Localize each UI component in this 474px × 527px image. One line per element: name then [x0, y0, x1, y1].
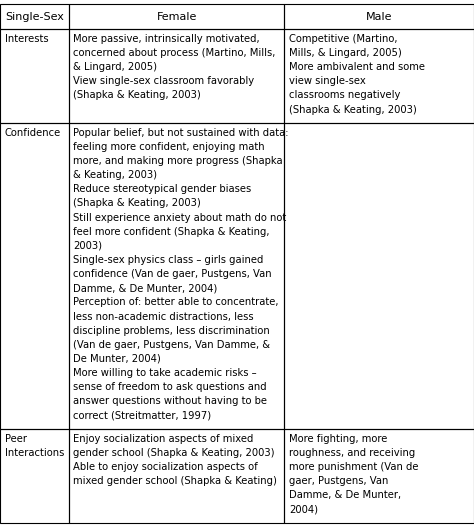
- Text: Reduce stereotypical gender biases: Reduce stereotypical gender biases: [73, 184, 252, 194]
- Text: Popular belief, but not sustained with data:: Popular belief, but not sustained with d…: [73, 128, 289, 138]
- Text: Damme, & De Munter,: Damme, & De Munter,: [289, 490, 401, 500]
- Text: (Van de gaer, Pustgens, Van Damme, &: (Van de gaer, Pustgens, Van Damme, &: [73, 340, 270, 350]
- Text: feel more confident (Shapka & Keating,: feel more confident (Shapka & Keating,: [73, 227, 270, 237]
- Text: Enjoy socialization aspects of mixed: Enjoy socialization aspects of mixed: [73, 434, 254, 444]
- Text: More ambivalent and some: More ambivalent and some: [289, 62, 425, 72]
- Text: feeling more confident, enjoying math: feeling more confident, enjoying math: [73, 142, 265, 152]
- Text: Male: Male: [366, 12, 392, 22]
- Text: More willing to take academic risks –: More willing to take academic risks –: [73, 368, 257, 378]
- Text: 2003): 2003): [73, 241, 102, 251]
- Text: More fighting, more: More fighting, more: [289, 434, 387, 444]
- Text: Able to enjoy socialization aspects of: Able to enjoy socialization aspects of: [73, 462, 258, 472]
- Bar: [0, 123, 69, 429]
- Text: confidence (Van de gaer, Pustgens, Van: confidence (Van de gaer, Pustgens, Van: [73, 269, 272, 279]
- Bar: [0, 4, 69, 30]
- Bar: [0, 429, 69, 523]
- Text: answer questions without having to be: answer questions without having to be: [73, 396, 267, 406]
- Text: (Shapka & Keating, 2003): (Shapka & Keating, 2003): [289, 104, 417, 114]
- Text: discipline problems, less discrimination: discipline problems, less discrimination: [73, 326, 270, 336]
- Text: Mills, & Lingard, 2005): Mills, & Lingard, 2005): [289, 48, 401, 58]
- Text: Perception of: better able to concentrate,: Perception of: better able to concentrat…: [73, 297, 279, 307]
- Text: Single-sex physics class – girls gained: Single-sex physics class – girls gained: [73, 255, 264, 265]
- Bar: [69, 123, 284, 429]
- Text: more punishment (Van de: more punishment (Van de: [289, 462, 419, 472]
- Text: correct (Streitmatter, 1997): correct (Streitmatter, 1997): [73, 411, 211, 421]
- Bar: [0, 30, 69, 123]
- Text: more, and making more progress (Shapka: more, and making more progress (Shapka: [73, 156, 283, 166]
- Text: Still experience anxiety about math do not: Still experience anxiety about math do n…: [73, 212, 286, 222]
- Bar: [69, 429, 284, 523]
- Text: sense of freedom to ask questions and: sense of freedom to ask questions and: [73, 382, 267, 392]
- Text: & Lingard, 2005): & Lingard, 2005): [73, 62, 157, 72]
- Text: mixed gender school (Shapka & Keating): mixed gender school (Shapka & Keating): [73, 476, 277, 486]
- Text: Female: Female: [156, 12, 197, 22]
- Bar: [284, 123, 474, 429]
- Bar: [284, 429, 474, 523]
- Text: view single-sex: view single-sex: [289, 76, 365, 86]
- Text: & Keating, 2003): & Keating, 2003): [73, 170, 157, 180]
- Bar: [284, 4, 474, 30]
- Text: Competitive (Martino,: Competitive (Martino,: [289, 34, 397, 44]
- Text: De Munter, 2004): De Munter, 2004): [73, 354, 161, 364]
- Bar: [284, 30, 474, 123]
- Text: gender school (Shapka & Keating, 2003): gender school (Shapka & Keating, 2003): [73, 448, 275, 458]
- Bar: [69, 30, 284, 123]
- Text: More passive, intrinsically motivated,: More passive, intrinsically motivated,: [73, 34, 260, 44]
- Text: Damme, & De Munter, 2004): Damme, & De Munter, 2004): [73, 283, 218, 293]
- Text: concerned about process (Martino, Mills,: concerned about process (Martino, Mills,: [73, 48, 275, 58]
- Text: 2004): 2004): [289, 504, 318, 514]
- Text: Confidence: Confidence: [5, 128, 61, 138]
- Text: gaer, Pustgens, Van: gaer, Pustgens, Van: [289, 476, 388, 486]
- Text: (Shapka & Keating, 2003): (Shapka & Keating, 2003): [73, 91, 201, 101]
- Text: Peer: Peer: [5, 434, 27, 444]
- Text: Single-Sex: Single-Sex: [5, 12, 64, 22]
- Text: less non-academic distractions, less: less non-academic distractions, less: [73, 311, 254, 321]
- Text: roughness, and receiving: roughness, and receiving: [289, 448, 415, 458]
- Text: Interactions: Interactions: [5, 448, 64, 458]
- Text: Interests: Interests: [5, 34, 48, 44]
- Text: (Shapka & Keating, 2003): (Shapka & Keating, 2003): [73, 199, 201, 209]
- Text: classrooms negatively: classrooms negatively: [289, 91, 401, 101]
- Bar: [69, 4, 284, 30]
- Text: View single-sex classroom favorably: View single-sex classroom favorably: [73, 76, 255, 86]
